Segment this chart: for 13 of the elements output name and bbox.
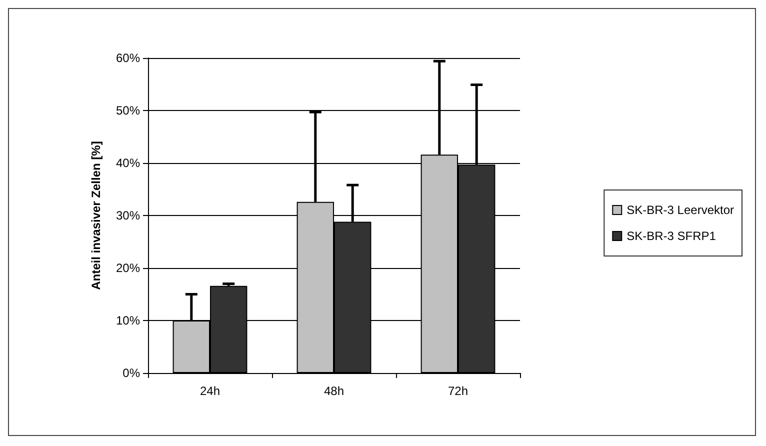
legend-label: SK-BR-3 SFRP1 <box>626 229 716 243</box>
y-tick-label: 0% <box>122 366 140 380</box>
legend-label: SK-BR-3 Leervektor <box>626 203 734 217</box>
y-tick-label: 50% <box>116 104 140 118</box>
y-tick-label: 10% <box>116 314 140 328</box>
x-tick-label: 24h <box>200 384 220 398</box>
x-tick-label: 72h <box>448 384 468 398</box>
y-tick-label: 40% <box>116 156 140 170</box>
y-tick-label: 60% <box>116 51 140 65</box>
x-tick-label: 48h <box>324 384 344 398</box>
y-axis-title: Anteil invasiver Zellen [%] <box>89 141 103 290</box>
y-tick-label: 20% <box>116 261 140 275</box>
y-tick-label: 30% <box>116 208 140 222</box>
